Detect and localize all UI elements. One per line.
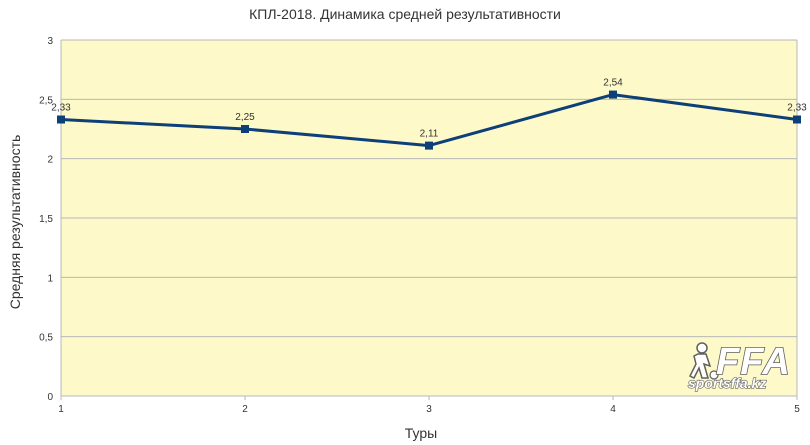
x-axis-ticks: 1 2 3 4 5 [58, 396, 800, 415]
data-point-marker [241, 125, 249, 133]
x-tick-label: 4 [610, 404, 616, 415]
data-label: 2,25 [235, 112, 255, 123]
football-player-icon [688, 342, 719, 380]
y-tick-label: 2 [47, 155, 53, 166]
y-tick-label: 3 [47, 36, 53, 47]
data-label: 2,33 [51, 103, 71, 114]
y-tick-label: 1 [47, 273, 53, 284]
x-tick-label: 2 [242, 404, 248, 415]
y-tick-label: 0 [47, 392, 53, 403]
watermark-logo: FFA [716, 341, 791, 383]
x-tick-label: 5 [794, 404, 800, 415]
watermark: FFA sportsffa.kz [687, 340, 791, 391]
y-tick-label: 2,5 [39, 95, 53, 106]
data-point-marker [425, 141, 433, 150]
data-label: 2,33 [787, 103, 807, 114]
watermark-site: sportsffa.kz [688, 375, 766, 391]
gridlines [60, 39, 798, 397]
y-tick-label: 0,5 [39, 333, 53, 344]
x-tick-label: 3 [426, 404, 432, 415]
data-point-marker [609, 90, 617, 99]
data-label: 2,11 [420, 129, 439, 140]
y-axis-ticks: 0 0,5 1 1,5 2 2,5 3 [39, 36, 53, 403]
series-layer: 2,33 2,25 2,11 2,54 2,33 [51, 78, 807, 150]
y-axis-title: Средняя результативность [7, 135, 23, 310]
y-tick-label: 1,5 [39, 214, 53, 225]
data-point-marker [793, 115, 801, 124]
x-tick-label: 1 [58, 404, 64, 415]
data-label: 2,54 [603, 78, 623, 89]
x-axis-title: Туры [405, 425, 437, 441]
chart-title: КПЛ-2018. Динамика средней результативно… [249, 6, 561, 22]
data-point-marker [57, 115, 65, 124]
